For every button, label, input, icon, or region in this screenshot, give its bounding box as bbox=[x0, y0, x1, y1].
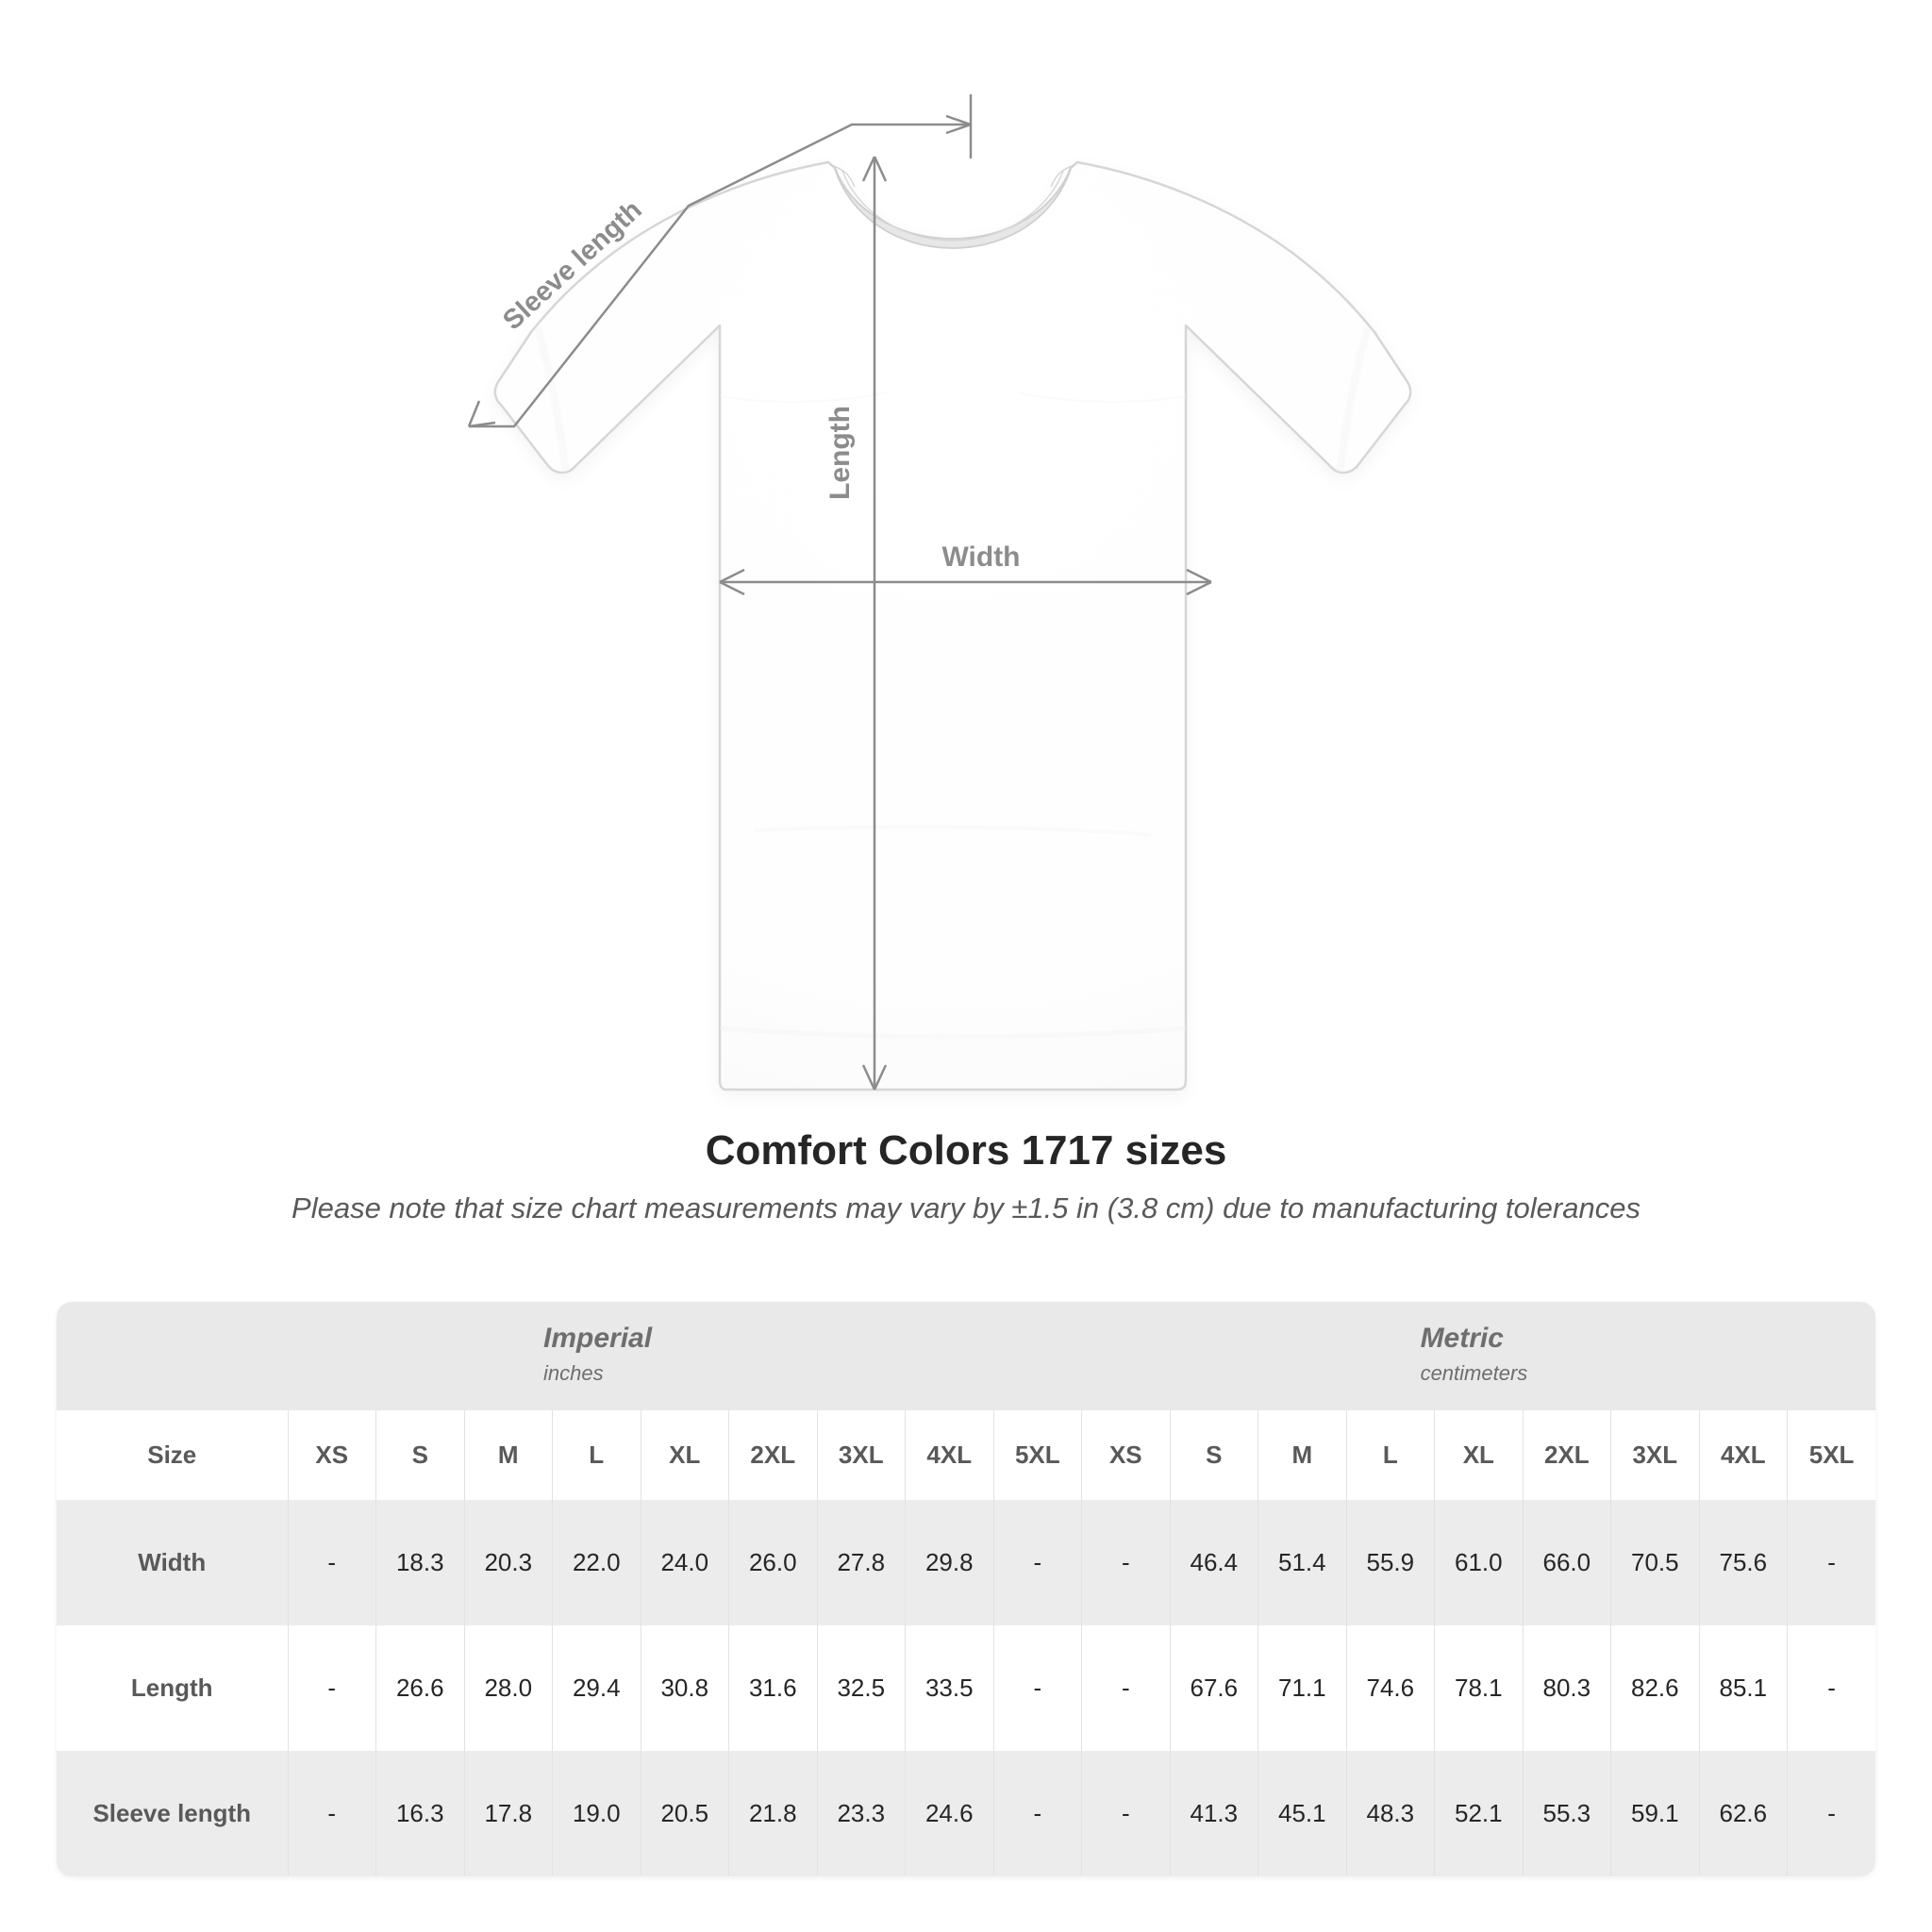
svg-text:Width: Width bbox=[941, 541, 1020, 573]
svg-text:Length: Length bbox=[824, 406, 856, 500]
